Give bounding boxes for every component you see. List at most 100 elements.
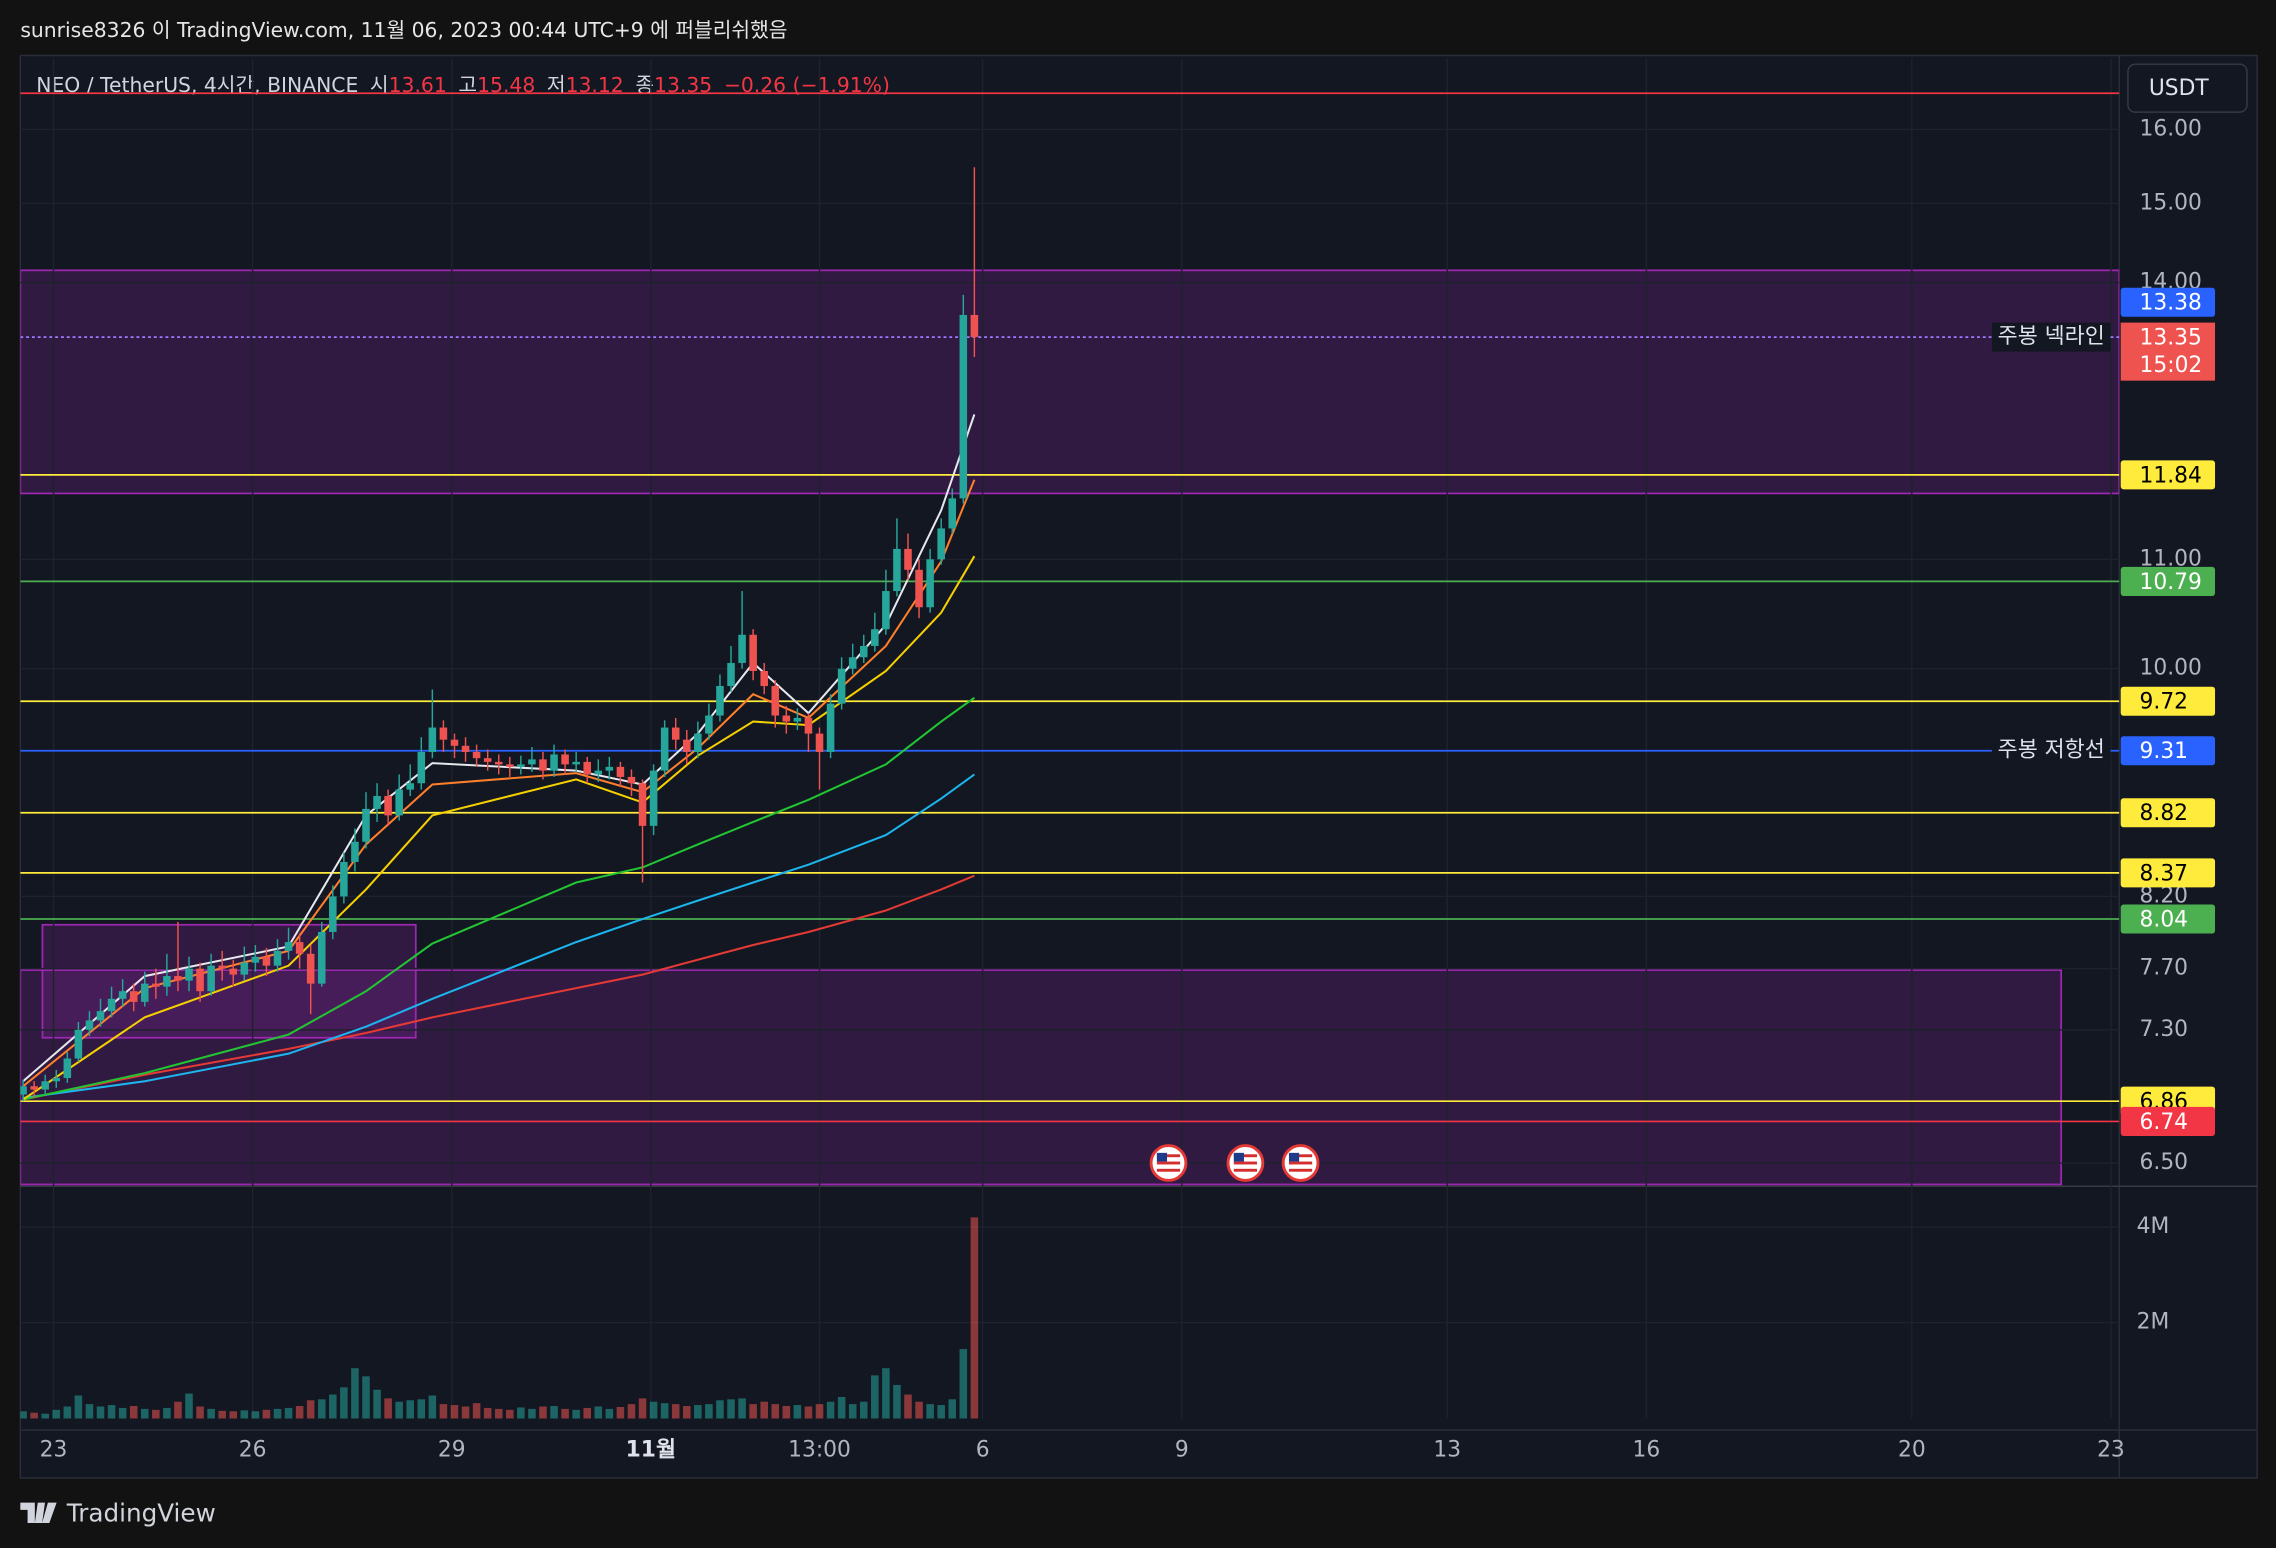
publish-info: sunrise8326 이 TradingView.com, 11월 06, 2… xyxy=(20,18,787,42)
x-tick-label: 23 xyxy=(2097,1437,2125,1462)
candle-body xyxy=(273,950,282,966)
volume-bar xyxy=(118,1407,127,1419)
event-flag[interactable] xyxy=(1149,1144,1188,1182)
volume-bar xyxy=(251,1411,260,1419)
candle-body xyxy=(893,548,901,592)
volume-bar xyxy=(738,1398,746,1419)
volume-bar xyxy=(948,1399,957,1419)
volume-bar xyxy=(815,1404,824,1419)
volume-bar xyxy=(649,1401,658,1419)
volume-bar xyxy=(793,1405,802,1419)
y-tick-label: 6.50 xyxy=(2140,1150,2188,1175)
level-text-bg xyxy=(1991,736,2111,766)
candle-body xyxy=(417,751,426,784)
candle-body xyxy=(605,766,614,771)
moving-average xyxy=(22,874,975,1101)
level-label-box xyxy=(2120,1106,2216,1136)
volume-bar xyxy=(539,1406,547,1419)
candle-body xyxy=(517,764,525,767)
volume-bar xyxy=(826,1401,835,1419)
candle-body xyxy=(163,976,171,987)
events xyxy=(1149,1144,1320,1182)
event-flag[interactable] xyxy=(1226,1144,1265,1182)
candle-body xyxy=(494,761,503,765)
volume-bar xyxy=(760,1401,768,1419)
volume-bar xyxy=(705,1404,713,1419)
volume-bar xyxy=(107,1405,116,1419)
zone xyxy=(20,269,2120,495)
volume-bar xyxy=(417,1399,426,1419)
volume-bar xyxy=(683,1406,691,1419)
volume-bar xyxy=(959,1349,968,1419)
candle-body xyxy=(74,1029,83,1059)
candle-body xyxy=(96,1011,105,1021)
candle-body xyxy=(362,808,370,842)
volume-bar xyxy=(483,1407,492,1419)
candle-body xyxy=(716,686,724,716)
level-label: 13.38 xyxy=(2140,291,2202,316)
candle-body xyxy=(826,703,835,752)
candle-body xyxy=(959,314,968,499)
volume-bar xyxy=(517,1407,525,1419)
candle-body xyxy=(52,1078,61,1082)
level-label: 10.79 xyxy=(2140,570,2202,595)
volume-bar xyxy=(85,1404,94,1419)
x-tick-label: 6 xyxy=(976,1437,990,1462)
last-price-box xyxy=(2120,322,2216,381)
volume-bar xyxy=(52,1409,61,1419)
volume-bar xyxy=(572,1409,580,1419)
y-tick-label: 16.00 xyxy=(2140,116,2202,141)
volume-bar xyxy=(594,1406,603,1419)
candle-body xyxy=(749,634,757,671)
volume-bar xyxy=(317,1399,326,1419)
candle-body xyxy=(196,968,204,992)
volume-bar xyxy=(638,1398,647,1419)
volume-bar xyxy=(163,1407,171,1419)
candle-body xyxy=(782,715,791,722)
y-tick-label: 10.00 xyxy=(2140,656,2202,681)
candle-body xyxy=(262,956,271,966)
candle-body xyxy=(107,998,116,1012)
volume-bar xyxy=(716,1400,724,1419)
volume-bar xyxy=(140,1408,149,1419)
volume-bar xyxy=(937,1405,945,1419)
volume-bar xyxy=(207,1408,215,1419)
candle-body xyxy=(871,629,879,646)
x-tick-label: 23 xyxy=(40,1437,68,1462)
candle-body xyxy=(539,759,547,771)
chart-area xyxy=(19,54,2258,1479)
volume-bar xyxy=(284,1407,293,1419)
level-label: 9.72 xyxy=(2140,690,2188,715)
candle-body xyxy=(683,739,691,752)
candle-body xyxy=(815,733,824,752)
level-label-box xyxy=(2120,287,2216,317)
volume-bar xyxy=(174,1401,182,1419)
plot xyxy=(20,58,2120,1187)
o-label: 시 xyxy=(370,73,389,97)
volume-bar xyxy=(583,1407,591,1419)
y-tick-label: 8.20 xyxy=(2140,883,2188,908)
volume-bar xyxy=(804,1406,813,1419)
brand-logo xyxy=(20,1502,57,1523)
candle-body xyxy=(284,942,293,951)
volume-bar xyxy=(74,1395,83,1419)
volume-bar xyxy=(362,1376,370,1419)
volume-bar xyxy=(262,1409,271,1419)
candle-body xyxy=(306,953,315,984)
candle-body xyxy=(671,727,680,740)
event-flag[interactable] xyxy=(1281,1144,1320,1182)
currency-button[interactable] xyxy=(2127,63,2248,113)
volume-bar xyxy=(229,1411,238,1419)
volume-bar xyxy=(63,1406,72,1419)
level-label-box xyxy=(2120,858,2216,888)
candle-body xyxy=(472,751,481,759)
candle-body xyxy=(948,498,957,529)
level-label: 6.74 xyxy=(2140,1110,2188,1135)
volume-bar xyxy=(882,1368,890,1419)
candle-body xyxy=(140,983,149,1002)
volume-bar xyxy=(295,1406,304,1419)
currency-label[interactable]: USDT xyxy=(2149,76,2210,101)
candle-body xyxy=(240,962,249,975)
volume-bar xyxy=(782,1406,791,1419)
